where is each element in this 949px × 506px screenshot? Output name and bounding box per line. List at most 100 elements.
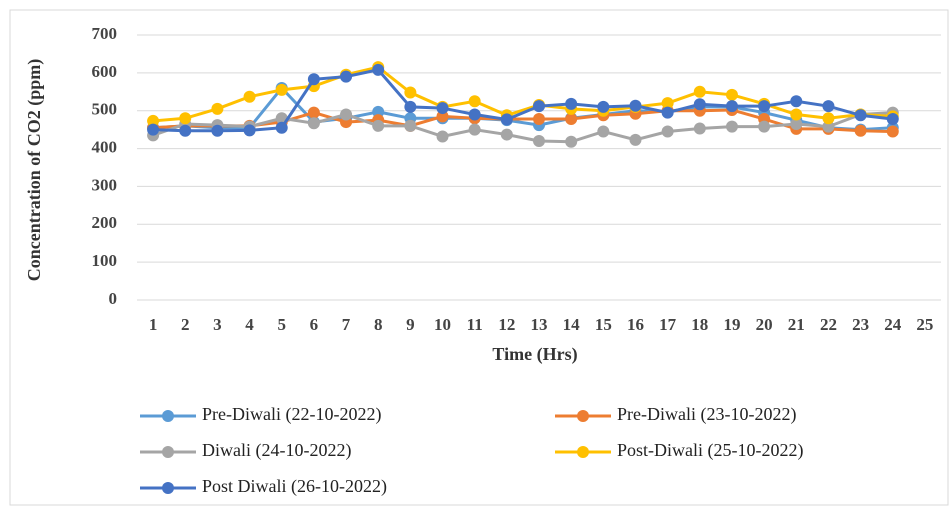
data-point (533, 135, 545, 147)
data-point (758, 120, 771, 133)
y-tick-label: 500 (92, 100, 118, 119)
data-point (597, 100, 610, 113)
data-point (468, 123, 481, 136)
data-point (693, 122, 706, 135)
data-point (468, 108, 481, 121)
data-point (372, 119, 385, 132)
data-point (179, 124, 192, 137)
data-point (275, 83, 288, 96)
legend-marker (162, 410, 174, 422)
data-point (307, 73, 320, 86)
data-point (243, 90, 256, 103)
x-tick-label: 19 (723, 315, 740, 334)
data-point (565, 113, 578, 126)
x-tick-label: 23 (852, 315, 869, 334)
data-point (822, 112, 835, 125)
data-point (372, 105, 385, 118)
data-point (404, 86, 417, 99)
x-tick-label: 2 (181, 315, 190, 334)
data-point (500, 113, 513, 126)
chart-border (9, 9, 949, 506)
data-point (533, 100, 545, 113)
x-tick-label: 3 (213, 315, 222, 334)
data-point (404, 100, 417, 113)
data-point (790, 117, 803, 130)
data-point (372, 63, 385, 76)
y-tick-label: 100 (92, 251, 118, 270)
data-point (500, 128, 513, 141)
data-point (436, 102, 449, 115)
data-point (725, 120, 738, 133)
x-tick-label: 5 (277, 315, 286, 334)
legend-label: Post-Diwali (25-10-2022) (617, 440, 803, 461)
x-tick-label: 22 (820, 315, 837, 334)
y-tick-label: 700 (92, 24, 118, 43)
x-tick-label: 4 (245, 315, 254, 334)
x-tick-label: 15 (595, 315, 612, 334)
data-point (436, 110, 449, 123)
data-point (693, 85, 706, 98)
data-point (275, 121, 288, 134)
x-tick-label: 7 (342, 315, 351, 334)
data-point (211, 102, 224, 115)
data-point (629, 133, 642, 146)
x-axis-title: Time (Hrs) (492, 344, 577, 365)
legend-marker (162, 446, 174, 458)
data-point (854, 124, 867, 137)
x-tick-label: 14 (563, 315, 581, 334)
x-tick-label: 10 (434, 315, 451, 334)
x-tick-label: 25 (916, 315, 933, 334)
y-tick-label: 300 (92, 175, 118, 194)
data-point (147, 123, 160, 136)
x-tick-label: 24 (884, 315, 902, 334)
data-point (565, 97, 578, 110)
x-tick-label: 18 (691, 315, 708, 334)
data-point (147, 114, 160, 127)
data-point (693, 98, 706, 111)
data-point (307, 117, 320, 130)
data-point (854, 109, 867, 122)
data-point (629, 99, 642, 112)
data-point (822, 120, 835, 133)
legend-marker (577, 410, 589, 422)
x-tick-label: 17 (659, 315, 677, 334)
legend-label: Post Diwali (26-10-2022) (202, 476, 387, 497)
data-point (340, 70, 353, 83)
data-point (533, 113, 545, 126)
legend-label: Pre-Diwali (23-10-2022) (617, 404, 796, 425)
data-point (725, 88, 738, 101)
data-point (565, 135, 578, 148)
data-point (886, 113, 899, 126)
x-tick-label: 8 (374, 315, 383, 334)
y-tick-label: 200 (92, 213, 118, 232)
y-tick-label: 600 (92, 62, 118, 81)
legend-marker (162, 482, 174, 494)
data-point (661, 97, 674, 110)
data-point (886, 125, 899, 138)
data-point (243, 124, 256, 137)
x-tick-label: 13 (531, 315, 548, 334)
data-point (179, 112, 192, 125)
data-point (340, 108, 353, 121)
y-tick-label: 400 (92, 137, 118, 156)
x-tick-label: 20 (756, 315, 773, 334)
x-tick-label: 9 (406, 315, 415, 334)
data-point (758, 100, 771, 113)
data-point (790, 95, 803, 108)
data-point (790, 108, 803, 121)
legend-label: Pre-Diwali (22-10-2022) (202, 404, 381, 425)
x-tick-label: 21 (788, 315, 805, 334)
x-tick-label: 6 (310, 315, 319, 334)
x-tick-label: 16 (627, 315, 644, 334)
data-point (211, 124, 224, 137)
y-axis-title: Concentration of CO2 (ppm) (24, 59, 45, 282)
data-point (404, 119, 417, 132)
data-point (661, 125, 674, 138)
data-point (725, 100, 738, 113)
data-point (436, 130, 449, 143)
data-point (822, 100, 835, 113)
data-point (468, 95, 481, 108)
x-tick-label: 11 (467, 315, 483, 334)
y-tick-label: 0 (109, 289, 118, 308)
